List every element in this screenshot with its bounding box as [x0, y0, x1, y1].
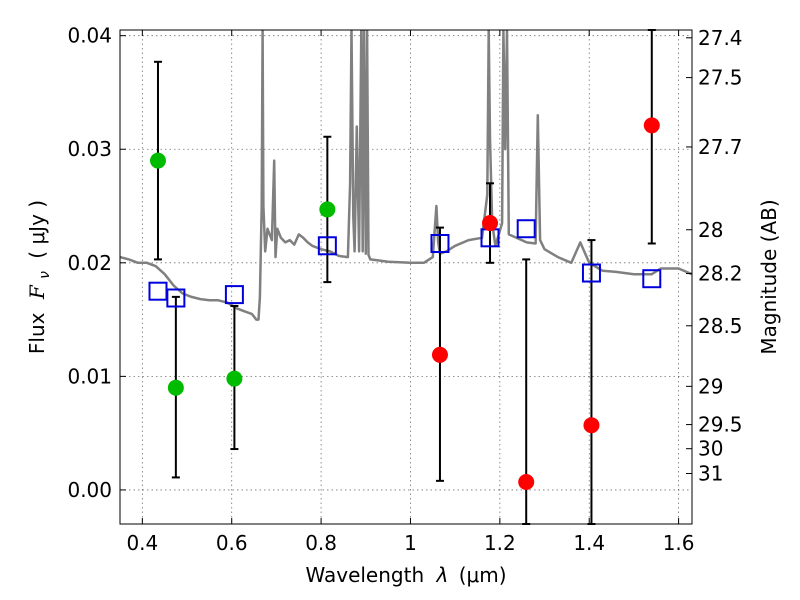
data-point: [167, 379, 184, 396]
y-tick-label: 0.02: [67, 251, 112, 275]
model-points: [148, 219, 662, 308]
y-tick-label: 0.00: [67, 478, 112, 502]
x-tick-label: 1.4: [573, 531, 605, 555]
data-point: [319, 201, 336, 218]
data-point: [226, 370, 243, 387]
data-point: [149, 152, 166, 169]
magnitude-tick-label: 31: [698, 462, 723, 486]
magnitude-axis-label: Magnitude (AB): [757, 199, 781, 354]
model-point: [148, 281, 168, 301]
y-tick-label: 0.01: [67, 364, 112, 388]
magnitude-tick-label: 29: [698, 374, 723, 398]
x-tick-label: 0.4: [126, 531, 158, 555]
data-point: [643, 117, 660, 134]
model-point: [430, 233, 450, 253]
y-tick-label: 0.03: [67, 137, 112, 161]
y-axis-label: Flux F ν ( μJy ): [25, 200, 54, 354]
magnitude-tick-label: 28.5: [698, 314, 743, 338]
magnitude-tick-label: 30: [698, 437, 723, 461]
plot-frame: [119, 29, 693, 525]
data-point: [431, 346, 448, 363]
x-tick-label: 1: [404, 531, 417, 555]
magnitude-tick-label: 27.4: [698, 26, 743, 50]
model-point: [642, 269, 662, 289]
axis-ticks: 0.4 0.6 0.8 1 1.2 1.4 1.6 0.00 0.01 0.02 0.03 0.04 2…: [67, 24, 742, 555]
y-tick-label: 0.04: [67, 24, 112, 48]
model-point: [317, 236, 337, 256]
x-tick-label: 1.2: [484, 531, 516, 555]
x-tick-label: 0.8: [305, 531, 337, 555]
data-point: [518, 473, 535, 490]
sed-template: [120, 30, 692, 321]
magnitude-tick-label: 29.5: [698, 413, 743, 437]
data-point: [583, 417, 600, 434]
magnitude-tick-label: 27.7: [698, 135, 743, 159]
x-tick-label: 1.6: [663, 531, 695, 555]
observed-points: [149, 117, 660, 490]
grid: [120, 30, 692, 524]
error-bars: [153, 29, 656, 525]
magnitude-tick-label: 28.2: [698, 262, 743, 286]
magnitude-tick-label: 27.5: [698, 66, 743, 90]
x-axis-label: Wavelength λ (μm): [305, 563, 506, 587]
magnitude-tick-label: 28: [698, 218, 723, 242]
x-tick-label: 0.6: [216, 531, 248, 555]
model-point: [516, 219, 536, 239]
sed-template-line: [120, 30, 692, 321]
model-point: [166, 288, 186, 308]
model-point: [581, 263, 601, 283]
data-point: [482, 215, 499, 232]
model-point: [224, 285, 244, 305]
